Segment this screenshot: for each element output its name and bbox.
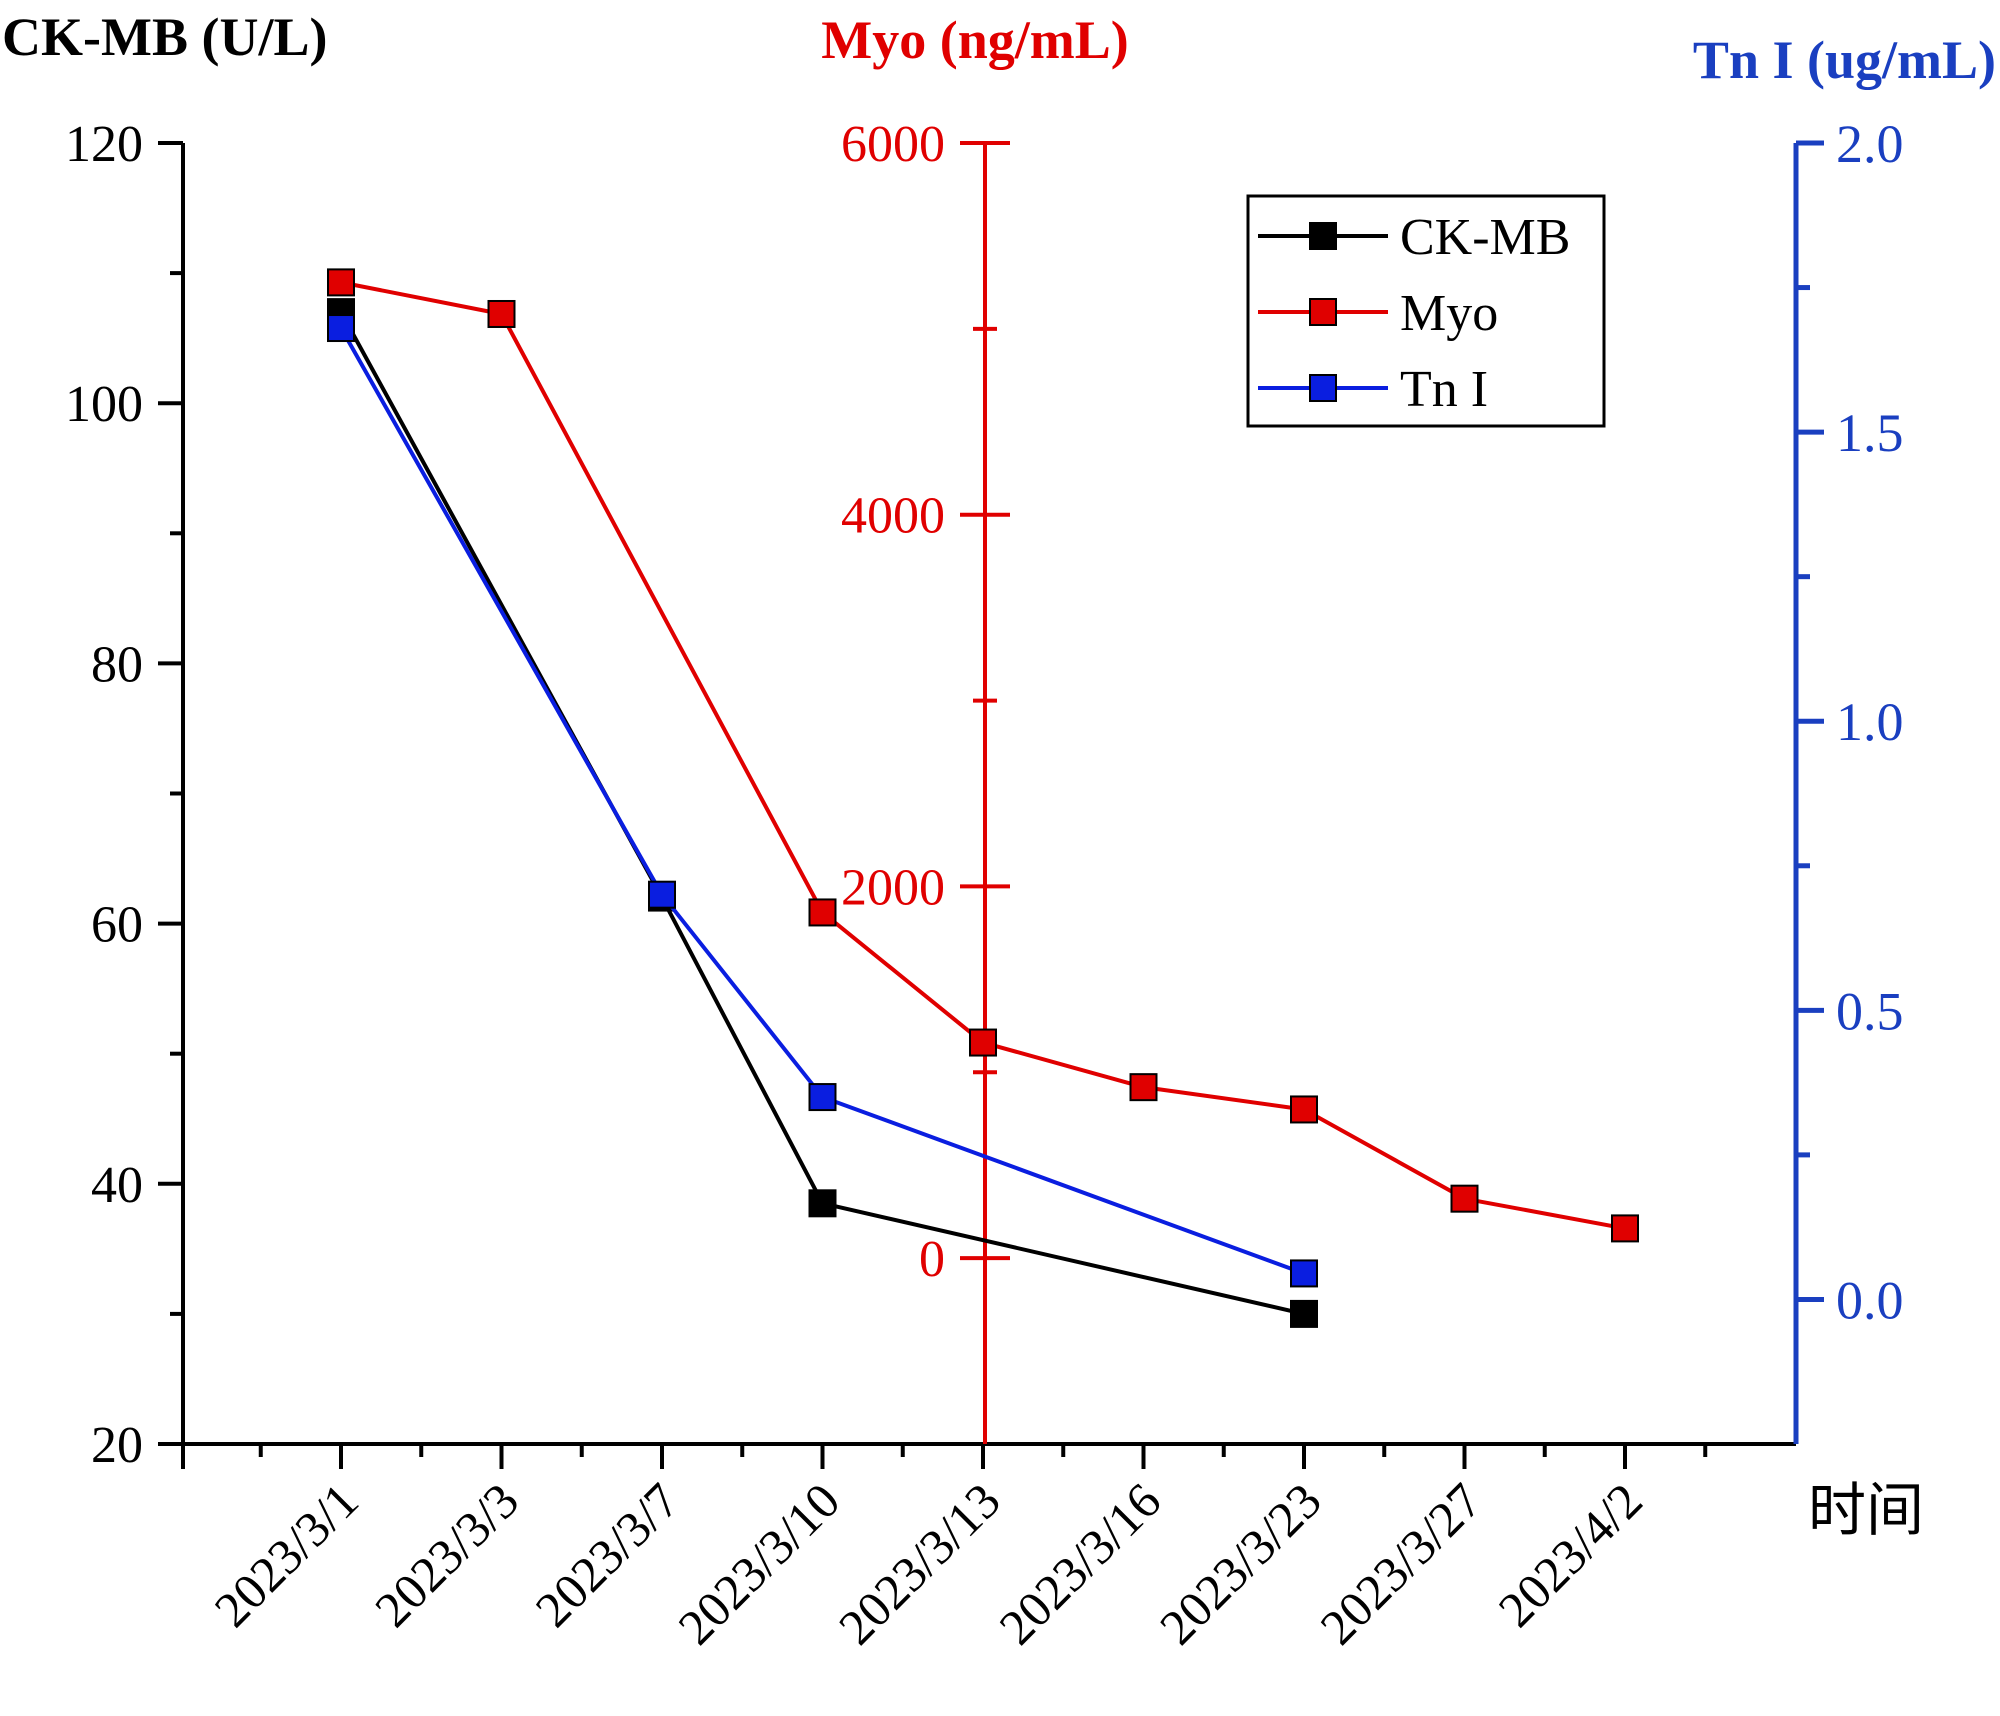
series-marker-tn-i (327, 314, 355, 343)
right-axis-tick-label: 2.0 (1836, 114, 1904, 174)
series-marker-myo (327, 268, 355, 297)
legend-entry-label: Myo (1400, 285, 1498, 342)
series-marker-tn-i (648, 880, 676, 909)
right-axis-tick-label: 0.5 (1836, 981, 1904, 1041)
right-axis-tick-label: 1.0 (1836, 692, 1904, 752)
series-marker-myo (1129, 1073, 1158, 1102)
series-marker-myo (1450, 1184, 1479, 1213)
left-axis-tick-label: 20 (91, 1417, 143, 1474)
middle-axis-tick-label: 2000 (841, 859, 945, 916)
series-marker-myo (808, 898, 837, 927)
left-axis-tick-label: 100 (65, 376, 143, 433)
series-marker-ck-mb (808, 1189, 837, 1218)
series-marker-myo (1290, 1095, 1318, 1124)
x-axis-tick-label: 2023/3/1 (203, 1472, 368, 1637)
series-marker-myo (487, 299, 516, 328)
right-axis-tick-label: 1.5 (1836, 403, 1904, 463)
legend-entry-label: CK-MB (1400, 209, 1570, 266)
legend-swatch-marker (1309, 374, 1337, 402)
series-marker-myo (1611, 1214, 1639, 1243)
right-axis-title: Tn I (ug/mL) (1693, 30, 1996, 90)
series-marker-tn-i (808, 1083, 837, 1112)
x-axis-tick-label: 2023/3/27 (1309, 1472, 1492, 1655)
x-axis-tick-label: 2023/3/7 (524, 1472, 689, 1637)
series-line-tn-i (339, 327, 1305, 1276)
middle-axis-tick-label: 0 (919, 1231, 945, 1288)
x-axis-title: 时间 (1808, 1476, 1924, 1544)
series-marker-ck-mb (1290, 1299, 1318, 1328)
right-axis-tick-label: 0.0 (1836, 1270, 1904, 1330)
x-axis-tick-label: 2023/3/16 (988, 1472, 1171, 1655)
series-marker-tn-i (1290, 1259, 1318, 1288)
x-axis-tick-label: 2023/3/3 (364, 1472, 529, 1637)
series-line-ck-mb (339, 311, 1305, 1316)
series-layer (327, 268, 1639, 1328)
left-axis-title: CK-MB (U/L) (2, 7, 327, 67)
legend: CK-MB Myo Tn I (1246, 194, 1606, 428)
x-axis-tick-label: 2023/3/10 (667, 1472, 850, 1655)
left-axis-tick-label: 60 (91, 897, 143, 954)
left-axis-tick-label: 40 (91, 1157, 143, 1214)
left-axis-tick-label: 80 (91, 636, 143, 693)
middle-axis-title: Myo (ng/mL) (821, 10, 1128, 70)
series-line-myo (340, 280, 1626, 1231)
legend-entry-label: Tn I (1400, 361, 1488, 418)
middle-axis-tick-label: 4000 (841, 488, 945, 545)
legend-swatch-marker (1309, 298, 1337, 326)
x-axis-tick-label: 2023/3/23 (1149, 1472, 1332, 1655)
series-marker-myo (969, 1028, 997, 1057)
middle-axis-tick-label: 6000 (841, 116, 945, 173)
x-axis-tick-label: 2023/4/2 (1487, 1472, 1652, 1637)
left-axis-tick-label: 120 (65, 116, 143, 173)
x-axis-tick-label: 2023/3/13 (828, 1472, 1011, 1655)
legend-swatch-marker (1309, 222, 1337, 250)
